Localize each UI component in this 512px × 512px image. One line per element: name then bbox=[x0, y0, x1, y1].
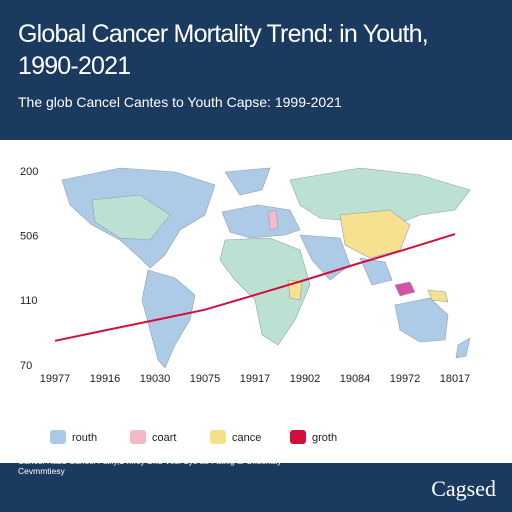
x-tick-label: 19084 bbox=[340, 373, 371, 385]
y-tick-label: 506 bbox=[20, 231, 38, 243]
x-tick-label: 19075 bbox=[190, 373, 221, 385]
y-tick-label: 200 bbox=[20, 166, 38, 178]
brand: Cagsed bbox=[431, 476, 496, 501]
chart-subtitle: The glob Cancel Cantes to Youth Capse: 1… bbox=[18, 94, 342, 110]
legend-swatch bbox=[290, 430, 306, 444]
x-tick-label: 19902 bbox=[290, 373, 321, 385]
footnote: Cancel Rasd Cancel Falily,1 Mfey Bnd Ves… bbox=[18, 456, 282, 476]
world-map bbox=[61, 167, 471, 369]
legend-swatch bbox=[50, 430, 66, 444]
y-tick-label: 110 bbox=[20, 295, 38, 307]
legend-label: groth bbox=[312, 432, 337, 444]
chart-title: Global Cancer Mortality Trend: in Youth,… bbox=[18, 20, 429, 80]
x-tick-label: 18017 bbox=[440, 373, 471, 385]
legend-swatch bbox=[130, 430, 146, 444]
x-tick-label: 19972 bbox=[390, 373, 421, 385]
legend-label: coart bbox=[152, 432, 176, 444]
x-tick-label: 19916 bbox=[90, 373, 121, 385]
legend-swatch bbox=[210, 430, 226, 444]
x-tick-label: 19917 bbox=[240, 373, 271, 385]
legend-label: cance bbox=[232, 432, 261, 444]
y-tick-label: 70 bbox=[20, 360, 32, 372]
x-tick-label: 19030 bbox=[140, 373, 171, 385]
legend-label: routh bbox=[72, 432, 97, 444]
x-tick-label: 19977 bbox=[40, 373, 71, 385]
data-line bbox=[54, 233, 456, 342]
